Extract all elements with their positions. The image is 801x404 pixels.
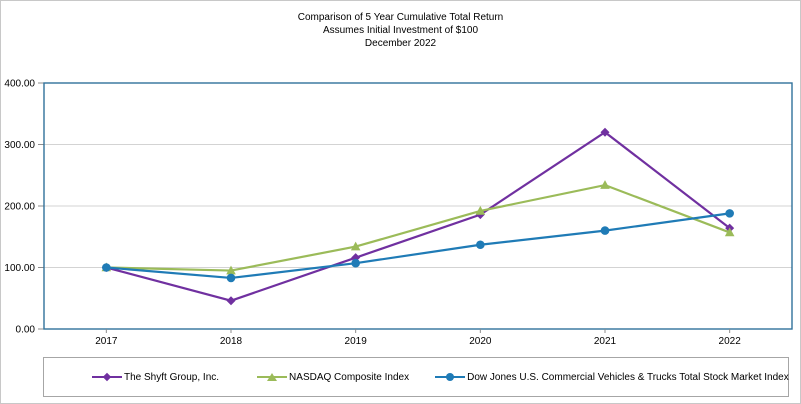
chart-title-line3: December 2022 — [364, 38, 437, 49]
legend-item-nasdaq: NASDAQ Composite Index — [257, 372, 409, 383]
circle-marker-icon — [102, 263, 111, 272]
nasdaq-line-sample — [257, 372, 288, 382]
plot-border — [43, 82, 793, 330]
chart-title-line1: Comparison of 5 Year Cumulative Total Re… — [297, 12, 504, 23]
y-axis-label: 0.00 — [16, 325, 36, 336]
triangle-marker-icon — [724, 227, 735, 237]
dowjones-line-sample — [435, 372, 466, 382]
diamond-marker-icon — [102, 372, 112, 382]
triangle-marker-icon — [267, 373, 278, 381]
legend-item-dowjones: Dow Jones U.S. Commercial Vehicles & Tru… — [435, 372, 789, 383]
y-axis-label: 400.00 — [4, 79, 35, 90]
series-line-diamond — [106, 130, 731, 302]
legend-label-nasdaq: NASDAQ Composite Index — [289, 371, 410, 383]
legend-label-dowjones: Dow Jones U.S. Commercial Vehicles & Tru… — [467, 371, 789, 383]
diamond-marker-icon — [226, 296, 236, 306]
circle-marker-icon — [725, 209, 734, 218]
shyft-line-sample — [92, 372, 122, 382]
legend-item-shyft: The Shyft Group, Inc. — [92, 372, 219, 383]
legend-label-shyft: The Shyft Group, Inc. — [124, 371, 220, 383]
triangle-marker-icon — [226, 265, 236, 275]
x-axis-label: 2018 — [220, 336, 243, 347]
triangle-marker-icon — [350, 241, 361, 251]
diamond-marker-icon — [600, 127, 610, 137]
chart-title: Comparison of 5 Year Cumulative Total Re… — [1, 11, 800, 50]
line-chart-plot: 400.00 300.00 200.00 100.00 0.00 2017 2018 2019… — [4, 79, 793, 347]
y-axis-label: 200.00 — [4, 202, 35, 213]
y-axis-label: 300.00 — [4, 140, 35, 151]
chart-legend: The Shyft Group, Inc. NASDAQ Composite I… — [43, 357, 789, 397]
circle-marker-icon — [446, 373, 455, 381]
x-axis-label: 2017 — [95, 336, 118, 347]
circle-marker-icon — [351, 258, 360, 268]
circle-marker-icon — [476, 240, 485, 250]
chart-title-line2: Assumes Initial Investment of $100 — [322, 25, 479, 36]
circle-marker-icon — [226, 273, 236, 283]
y-axis-label: 100.00 — [4, 263, 35, 274]
circle-marker-icon — [600, 226, 610, 235]
x-axis-label: 2022 — [719, 336, 742, 347]
triangle-marker-icon — [600, 180, 610, 189]
x-axis-label: 2021 — [594, 336, 617, 347]
triangle-marker-icon — [475, 205, 486, 215]
series-line-circle — [106, 212, 730, 280]
x-axis-label: 2020 — [469, 336, 492, 347]
series-line-triangle — [106, 183, 731, 272]
x-axis-label: 2019 — [345, 336, 368, 347]
